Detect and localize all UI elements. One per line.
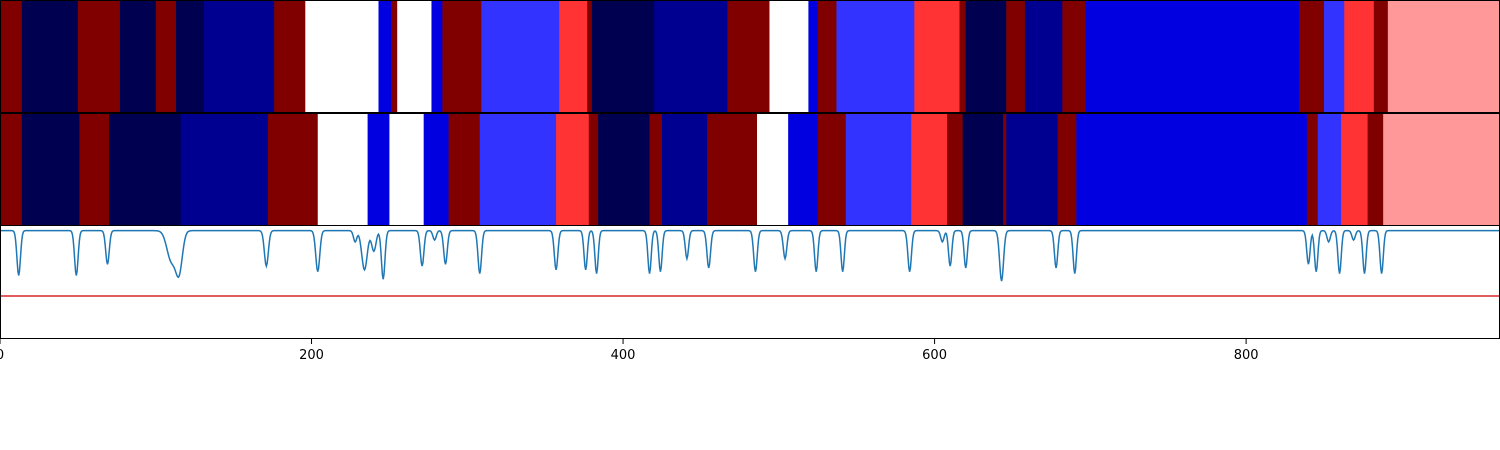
track-1-segment	[77, 1, 121, 112]
track-2-segment	[267, 114, 319, 225]
track-2-segment	[1003, 114, 1007, 225]
track-1-segment	[176, 1, 205, 112]
track-2-segment	[947, 114, 964, 225]
track-2-segment	[389, 114, 425, 225]
track-1-segment	[1062, 1, 1087, 112]
track-2-segment	[367, 114, 390, 225]
x-tick-label: 200	[299, 348, 324, 363]
track-1-segment	[959, 1, 967, 112]
track-1-segment	[1344, 1, 1375, 112]
track-1-segment	[808, 1, 819, 112]
track-2-segment	[962, 114, 1004, 225]
track-2-segment	[817, 114, 847, 225]
x-axis: 0 200 400 600 800	[0, 339, 1259, 363]
track-1-segment	[1323, 1, 1345, 112]
track-2-segment	[180, 114, 269, 225]
track-1-segment	[559, 1, 588, 112]
track-1-segment	[1299, 1, 1325, 112]
track-2-segment	[1341, 114, 1368, 225]
track-1-segment	[654, 1, 728, 112]
signal-panel-frame	[0, 225, 1500, 339]
track-2-segment	[0, 114, 23, 225]
track-2-segment	[845, 114, 912, 225]
track-2-segment	[1076, 114, 1308, 225]
track-2-segment	[21, 114, 80, 225]
track-1-segment	[914, 1, 960, 112]
x-tick-label: 600	[922, 348, 947, 363]
track-1-segment	[378, 1, 392, 112]
track-1-segment	[1024, 1, 1063, 112]
track-2-segment	[1367, 114, 1384, 225]
track-2-segment	[479, 114, 557, 225]
track-1-segment	[481, 1, 560, 112]
track-1-segment	[587, 1, 593, 112]
track-2-segment	[788, 114, 819, 225]
track-2-segment	[649, 114, 663, 225]
track-2-segment	[1383, 114, 1500, 225]
signal-panel	[0, 229, 1500, 297]
track-1-segment	[274, 1, 306, 112]
x-tick-label: 400	[611, 348, 636, 363]
track-1-segment	[769, 1, 809, 112]
track-1-segment	[1387, 1, 1500, 112]
x-tick-label: 800	[1234, 348, 1259, 363]
track-1-segment	[591, 1, 655, 112]
track-1-segment	[1373, 1, 1389, 112]
track-1-segment	[836, 1, 915, 112]
track-2-segment	[423, 114, 449, 225]
track-1-segment	[1085, 1, 1300, 112]
x-tick-label: 0	[0, 348, 4, 363]
track-2-segment	[707, 114, 758, 225]
track-2-segment	[556, 114, 590, 225]
track-1-segment	[442, 1, 482, 112]
track-2-segment	[109, 114, 182, 225]
track-1-segment	[155, 1, 177, 112]
track-2-segment	[1057, 114, 1077, 225]
heatmap-track-2	[0, 114, 1500, 225]
track-1-segment	[390, 1, 398, 112]
track-1-segment	[727, 1, 770, 112]
track-2-segment	[911, 114, 948, 225]
track-2-segment	[661, 114, 708, 225]
track-1-segment	[305, 1, 379, 112]
track-2-segment	[1006, 114, 1059, 225]
track-2-segment	[1306, 114, 1319, 225]
track-2-segment	[317, 114, 368, 225]
track-2-segment	[79, 114, 110, 225]
track-1-segment	[817, 1, 837, 112]
track-1-segment	[431, 1, 443, 112]
heatmap-track-1	[0, 1, 1500, 112]
track-1-segment	[965, 1, 1007, 112]
track-1-segment	[1006, 1, 1026, 112]
track-1-segment	[21, 1, 79, 112]
track-2-segment	[757, 114, 789, 225]
track-1-segment	[397, 1, 432, 112]
track-2-segment	[1317, 114, 1342, 225]
track-2-segment	[588, 114, 599, 225]
track-2-segment	[598, 114, 650, 225]
track-1-segment	[119, 1, 157, 112]
signal-line	[0, 229, 1500, 282]
track-2-segment	[448, 114, 481, 225]
track-1-segment	[0, 1, 23, 112]
track-1-segment	[204, 1, 275, 112]
